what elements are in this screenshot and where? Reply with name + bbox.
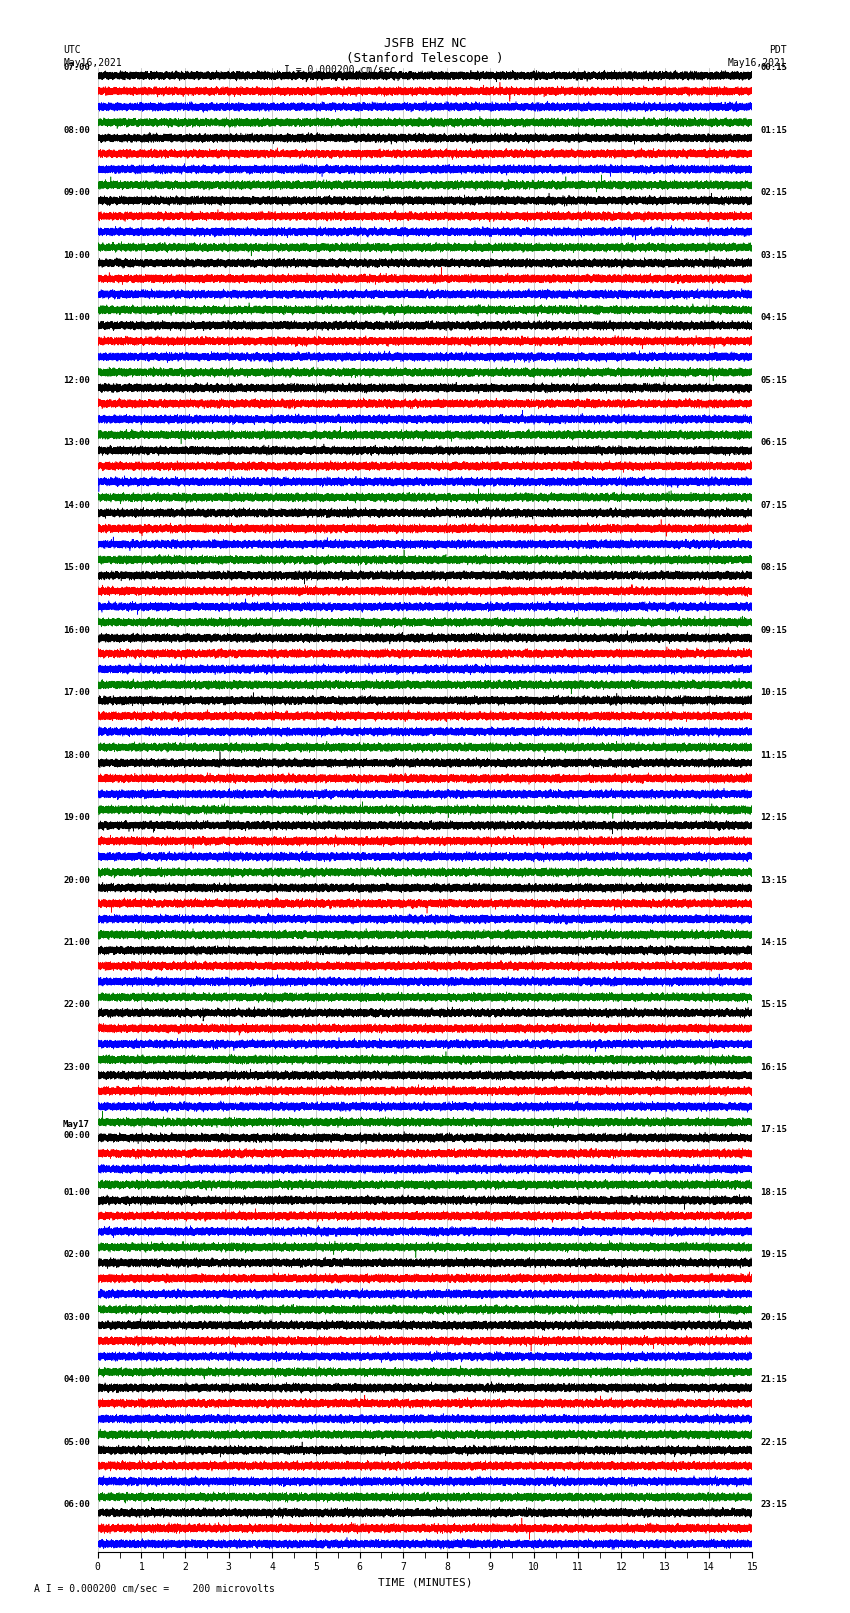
Text: UTC
May16,2021: UTC May16,2021 xyxy=(64,45,122,68)
Text: 08:00: 08:00 xyxy=(63,126,90,135)
Text: 09:15: 09:15 xyxy=(760,626,787,634)
X-axis label: TIME (MINUTES): TIME (MINUTES) xyxy=(377,1578,473,1587)
Text: 14:00: 14:00 xyxy=(63,500,90,510)
Text: 18:15: 18:15 xyxy=(760,1187,787,1197)
Text: 21:15: 21:15 xyxy=(760,1376,787,1384)
Text: 12:00: 12:00 xyxy=(63,376,90,384)
Text: 14:15: 14:15 xyxy=(760,939,787,947)
Text: 13:15: 13:15 xyxy=(760,876,787,884)
Title: JSFB EHZ NC
(Stanford Telescope ): JSFB EHZ NC (Stanford Telescope ) xyxy=(346,37,504,65)
Text: 04:15: 04:15 xyxy=(760,313,787,323)
Text: 09:00: 09:00 xyxy=(63,189,90,197)
Text: 22:15: 22:15 xyxy=(760,1437,787,1447)
Text: 19:15: 19:15 xyxy=(760,1250,787,1260)
Text: 02:15: 02:15 xyxy=(760,189,787,197)
Text: 16:00: 16:00 xyxy=(63,626,90,634)
Text: 20:15: 20:15 xyxy=(760,1313,787,1323)
Text: 23:15: 23:15 xyxy=(760,1500,787,1510)
Text: 12:15: 12:15 xyxy=(760,813,787,823)
Text: 23:00: 23:00 xyxy=(63,1063,90,1073)
Text: 07:00: 07:00 xyxy=(63,63,90,73)
Text: 02:00: 02:00 xyxy=(63,1250,90,1260)
Text: 13:00: 13:00 xyxy=(63,439,90,447)
Text: 18:00: 18:00 xyxy=(63,750,90,760)
Text: 17:15: 17:15 xyxy=(760,1126,787,1134)
Text: 22:00: 22:00 xyxy=(63,1000,90,1010)
Text: 19:00: 19:00 xyxy=(63,813,90,823)
Text: 01:00: 01:00 xyxy=(63,1187,90,1197)
Text: 17:00: 17:00 xyxy=(63,689,90,697)
Text: PDT
May16,2021: PDT May16,2021 xyxy=(728,45,786,68)
Text: 21:00: 21:00 xyxy=(63,939,90,947)
Text: 10:15: 10:15 xyxy=(760,689,787,697)
Text: 15:00: 15:00 xyxy=(63,563,90,573)
Text: I = 0.000200 cm/sec: I = 0.000200 cm/sec xyxy=(284,65,396,74)
Text: 20:00: 20:00 xyxy=(63,876,90,884)
Text: 00:15: 00:15 xyxy=(760,63,787,73)
Text: 01:15: 01:15 xyxy=(760,126,787,135)
Text: A I = 0.000200 cm/sec =    200 microvolts: A I = 0.000200 cm/sec = 200 microvolts xyxy=(34,1584,275,1594)
Text: 16:15: 16:15 xyxy=(760,1063,787,1073)
Text: 03:00: 03:00 xyxy=(63,1313,90,1323)
Text: 11:15: 11:15 xyxy=(760,750,787,760)
Text: 05:15: 05:15 xyxy=(760,376,787,384)
Text: 04:00: 04:00 xyxy=(63,1376,90,1384)
Text: 08:15: 08:15 xyxy=(760,563,787,573)
Text: 03:15: 03:15 xyxy=(760,250,787,260)
Text: 05:00: 05:00 xyxy=(63,1437,90,1447)
Text: 10:00: 10:00 xyxy=(63,250,90,260)
Text: 06:00: 06:00 xyxy=(63,1500,90,1510)
Text: 07:15: 07:15 xyxy=(760,500,787,510)
Text: 15:15: 15:15 xyxy=(760,1000,787,1010)
Text: 06:15: 06:15 xyxy=(760,439,787,447)
Text: May17
00:00: May17 00:00 xyxy=(63,1121,90,1140)
Text: 11:00: 11:00 xyxy=(63,313,90,323)
